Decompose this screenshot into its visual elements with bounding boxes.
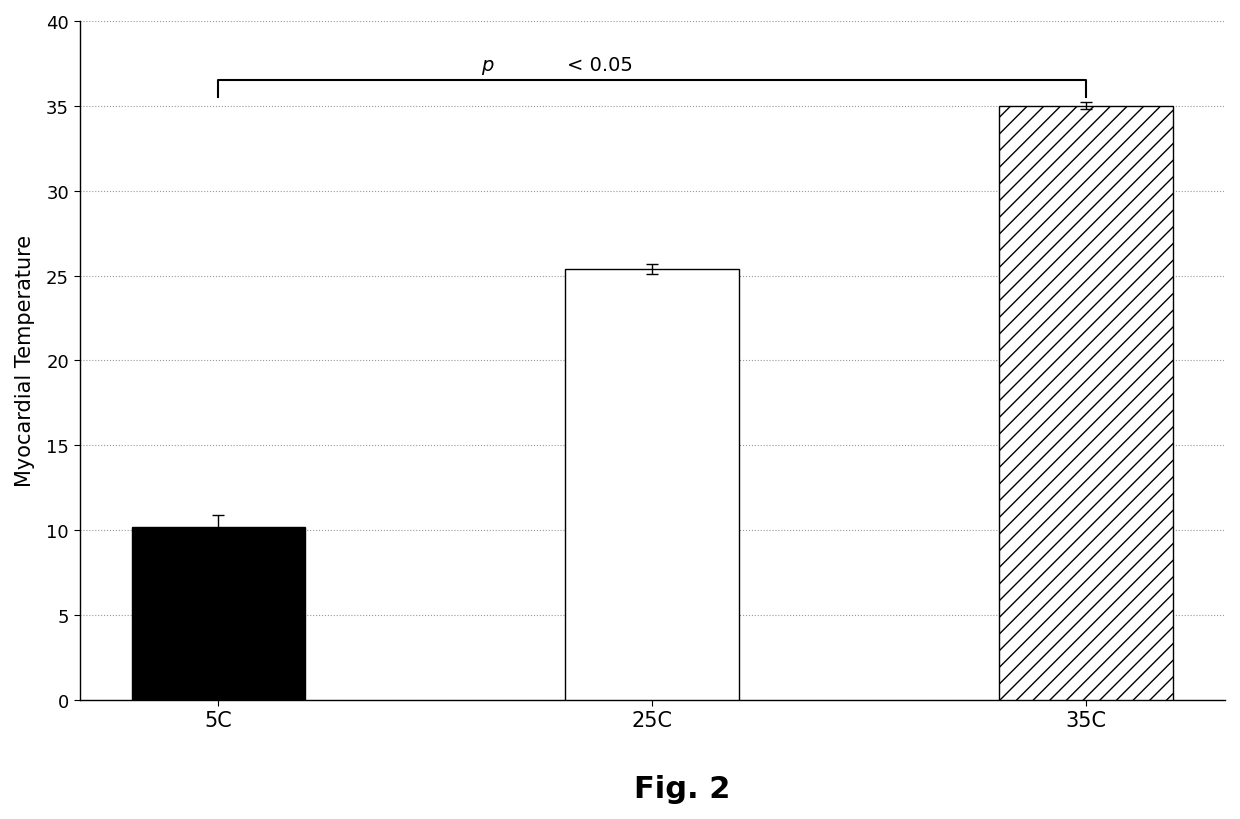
Y-axis label: Myocardial Temperature: Myocardial Temperature [15, 235, 35, 486]
Text: p: p [481, 57, 494, 75]
Bar [999, 106, 1173, 700]
Text: Fig. 2: Fig. 2 [634, 774, 730, 803]
Text: < 0.05: < 0.05 [567, 57, 634, 75]
Bar [131, 527, 305, 700]
Bar [565, 269, 739, 700]
